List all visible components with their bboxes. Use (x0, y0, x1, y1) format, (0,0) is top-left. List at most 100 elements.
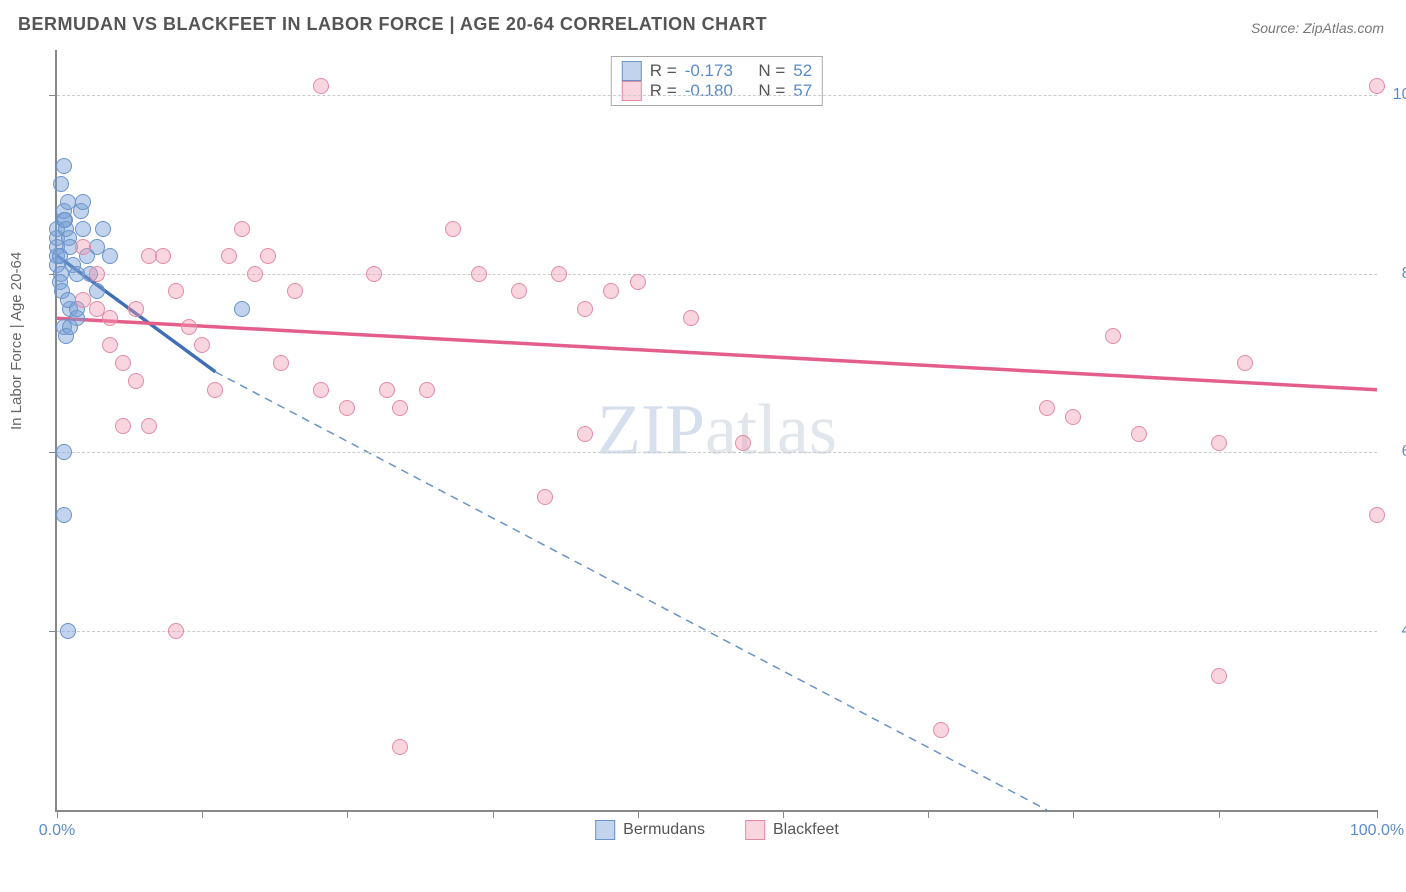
scatter-point (53, 176, 69, 192)
scatter-point (1105, 328, 1121, 344)
scatter-point (511, 283, 527, 299)
scatter-point (577, 301, 593, 317)
watermark-atlas: atlas (705, 390, 837, 470)
chart-title: BERMUDAN VS BLACKFEET IN LABOR FORCE | A… (18, 14, 767, 35)
y-tick-label: 60.0% (1402, 443, 1406, 461)
plot-area: ZIPatlas R = -0.173 N = 52 R = -0.180 N … (55, 50, 1377, 812)
y-tick-label: 80.0% (1402, 265, 1406, 283)
scatter-point (56, 158, 72, 174)
scatter-point (221, 248, 237, 264)
scatter-point (115, 418, 131, 434)
scatter-point (168, 623, 184, 639)
scatter-point (933, 722, 949, 738)
scatter-point (247, 266, 263, 282)
legend-swatch (622, 81, 642, 101)
scatter-point (630, 274, 646, 290)
scatter-point (313, 78, 329, 94)
legend-label: Bermudans (623, 821, 705, 839)
scatter-point (102, 248, 118, 264)
scatter-point (155, 248, 171, 264)
n-label: N = (758, 61, 785, 81)
scatter-point (1065, 409, 1081, 425)
y-axis-label: In Labor Force | Age 20-64 (8, 252, 25, 430)
legend-item: Bermudans (595, 820, 705, 840)
scatter-point (287, 283, 303, 299)
scatter-point (603, 283, 619, 299)
scatter-point (683, 310, 699, 326)
y-tick-label: 100.0% (1393, 86, 1406, 104)
scatter-point (445, 221, 461, 237)
scatter-point (234, 301, 250, 317)
scatter-point (56, 507, 72, 523)
scatter-point (735, 435, 751, 451)
scatter-point (1211, 668, 1227, 684)
x-tick (1377, 810, 1378, 818)
x-tick (57, 810, 58, 818)
y-tick (49, 631, 57, 632)
scatter-point (95, 221, 111, 237)
scatter-point (194, 337, 210, 353)
scatter-point (577, 426, 593, 442)
x-tick (783, 810, 784, 818)
x-tick (928, 810, 929, 818)
scatter-point (551, 266, 567, 282)
scatter-point (102, 310, 118, 326)
scatter-point (128, 301, 144, 317)
scatter-point (75, 239, 91, 255)
scatter-point (207, 382, 223, 398)
stats-legend-row: R = -0.180 N = 57 (622, 81, 812, 101)
r-label: R = (650, 61, 677, 81)
x-tick-label: 0.0% (39, 822, 75, 840)
watermark: ZIPatlas (597, 389, 837, 472)
scatter-point (379, 382, 395, 398)
scatter-point (62, 319, 78, 335)
scatter-point (60, 623, 76, 639)
scatter-point (75, 194, 91, 210)
scatter-point (141, 418, 157, 434)
scatter-point (313, 382, 329, 398)
scatter-point (115, 355, 131, 371)
trend-lines (57, 50, 1377, 810)
stats-legend-row: R = -0.173 N = 52 (622, 61, 812, 81)
legend-swatch (745, 820, 765, 840)
r-value: -0.173 (685, 61, 733, 81)
legend-swatch (595, 820, 615, 840)
stats-legend: R = -0.173 N = 52 R = -0.180 N = 57 (611, 56, 823, 106)
y-tick-label: 40.0% (1402, 622, 1406, 640)
scatter-point (1369, 507, 1385, 523)
scatter-point (537, 489, 553, 505)
scatter-point (181, 319, 197, 335)
gridline-h (57, 452, 1377, 453)
x-tick (1073, 810, 1074, 818)
scatter-point (102, 337, 118, 353)
scatter-point (366, 266, 382, 282)
bottom-legend: Bermudans Blackfeet (595, 820, 839, 840)
scatter-point (56, 444, 72, 460)
legend-label: Blackfeet (773, 821, 839, 839)
scatter-point (471, 266, 487, 282)
scatter-point (392, 400, 408, 416)
scatter-point (1039, 400, 1055, 416)
scatter-point (419, 382, 435, 398)
scatter-point (168, 283, 184, 299)
scatter-point (1131, 426, 1147, 442)
scatter-point (339, 400, 355, 416)
scatter-point (1237, 355, 1253, 371)
watermark-zip: ZIP (597, 390, 705, 470)
scatter-point (1369, 78, 1385, 94)
x-tick (1219, 810, 1220, 818)
gridline-h (57, 95, 1377, 96)
scatter-point (1211, 435, 1227, 451)
scatter-point (273, 355, 289, 371)
gridline-h (57, 631, 1377, 632)
x-tick (638, 810, 639, 818)
scatter-point (75, 221, 91, 237)
x-tick (202, 810, 203, 818)
legend-swatch (622, 61, 642, 81)
n-label: N = (758, 81, 785, 101)
trend-line (215, 372, 1047, 810)
n-value: 57 (793, 81, 812, 101)
x-tick-label: 100.0% (1350, 822, 1404, 840)
scatter-point (128, 373, 144, 389)
scatter-point (392, 739, 408, 755)
